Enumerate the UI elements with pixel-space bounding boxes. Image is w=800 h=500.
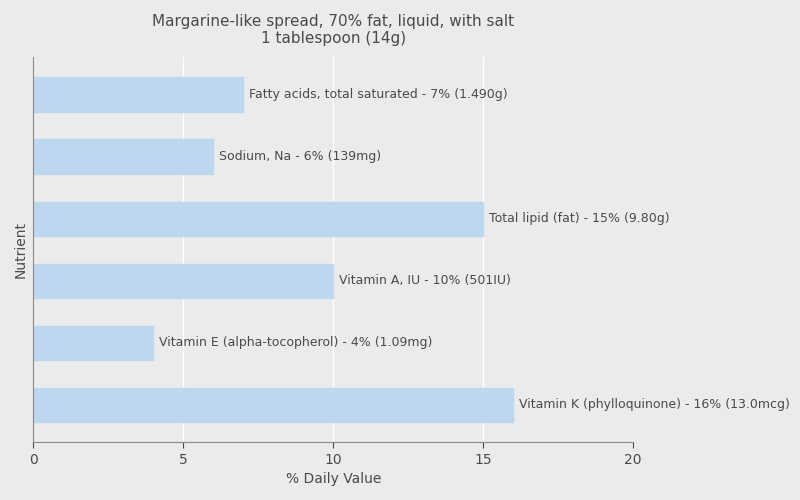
- Text: Sodium, Na - 6% (139mg): Sodium, Na - 6% (139mg): [219, 150, 382, 163]
- Bar: [34, 326, 154, 360]
- Bar: [34, 202, 483, 235]
- Text: Vitamin E (alpha-tocopherol) - 4% (1.09mg): Vitamin E (alpha-tocopherol) - 4% (1.09m…: [159, 336, 433, 349]
- Bar: [34, 264, 334, 298]
- Text: Total lipid (fat) - 15% (9.80g): Total lipid (fat) - 15% (9.80g): [489, 212, 670, 225]
- Title: Margarine-like spread, 70% fat, liquid, with salt
1 tablespoon (14g): Margarine-like spread, 70% fat, liquid, …: [152, 14, 514, 46]
- Bar: [34, 140, 214, 173]
- Bar: [34, 388, 513, 422]
- Text: Fatty acids, total saturated - 7% (1.490g): Fatty acids, total saturated - 7% (1.490…: [250, 88, 508, 101]
- Text: Vitamin A, IU - 10% (501IU): Vitamin A, IU - 10% (501IU): [339, 274, 511, 287]
- X-axis label: % Daily Value: % Daily Value: [286, 472, 381, 486]
- Text: Vitamin K (phylloquinone) - 16% (13.0mcg): Vitamin K (phylloquinone) - 16% (13.0mcg…: [519, 398, 790, 411]
- Bar: [34, 78, 243, 112]
- Y-axis label: Nutrient: Nutrient: [14, 221, 28, 278]
